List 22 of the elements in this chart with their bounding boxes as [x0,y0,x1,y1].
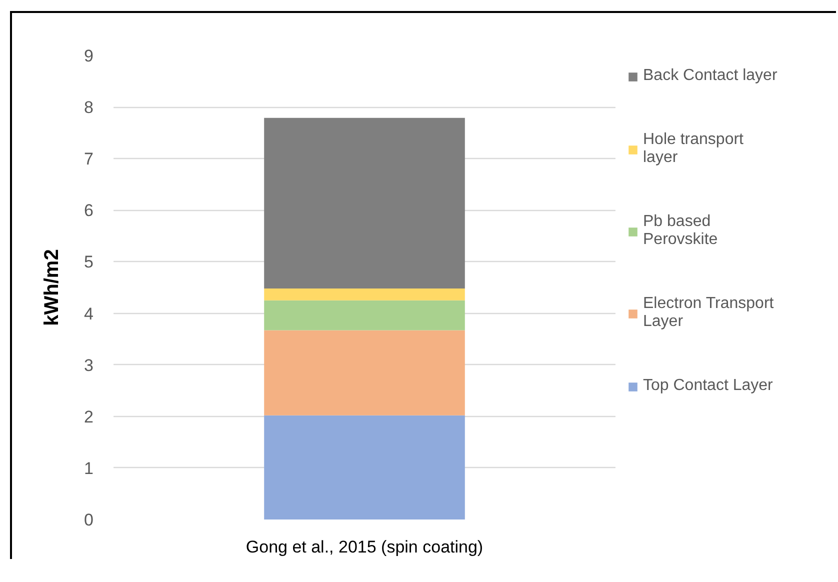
bar [264,300,465,330]
legend-label: Electron Transport Layer [643,295,774,331]
y-tick-label: 5 [84,252,94,272]
y-tick-label: 1 [84,458,94,478]
legend-label: Pb based Perovskite [643,213,718,249]
y-tick-label: 2 [84,407,94,426]
y-tick-label: 8 [84,98,94,118]
y-tick-label: 7 [84,150,94,169]
bar [264,415,465,520]
bar [264,118,465,289]
y-tick-label: 9 [84,46,94,66]
bar [264,288,465,300]
bar [264,330,465,416]
y-tick-label: 4 [84,304,94,324]
y-tick-label: 6 [84,201,94,220]
y-axis-title: kWh/m2 [41,249,64,326]
y-tick-label: 0 [84,510,94,530]
x-tick-label: Gong et al., 2015 (spin coating) [246,538,484,556]
legend-label: Back Contact layer [643,67,778,85]
y-tick-label: 3 [84,356,94,375]
legend-label: Top Contact Layer [643,377,773,395]
legend-label: Hole transport layer [643,131,744,167]
